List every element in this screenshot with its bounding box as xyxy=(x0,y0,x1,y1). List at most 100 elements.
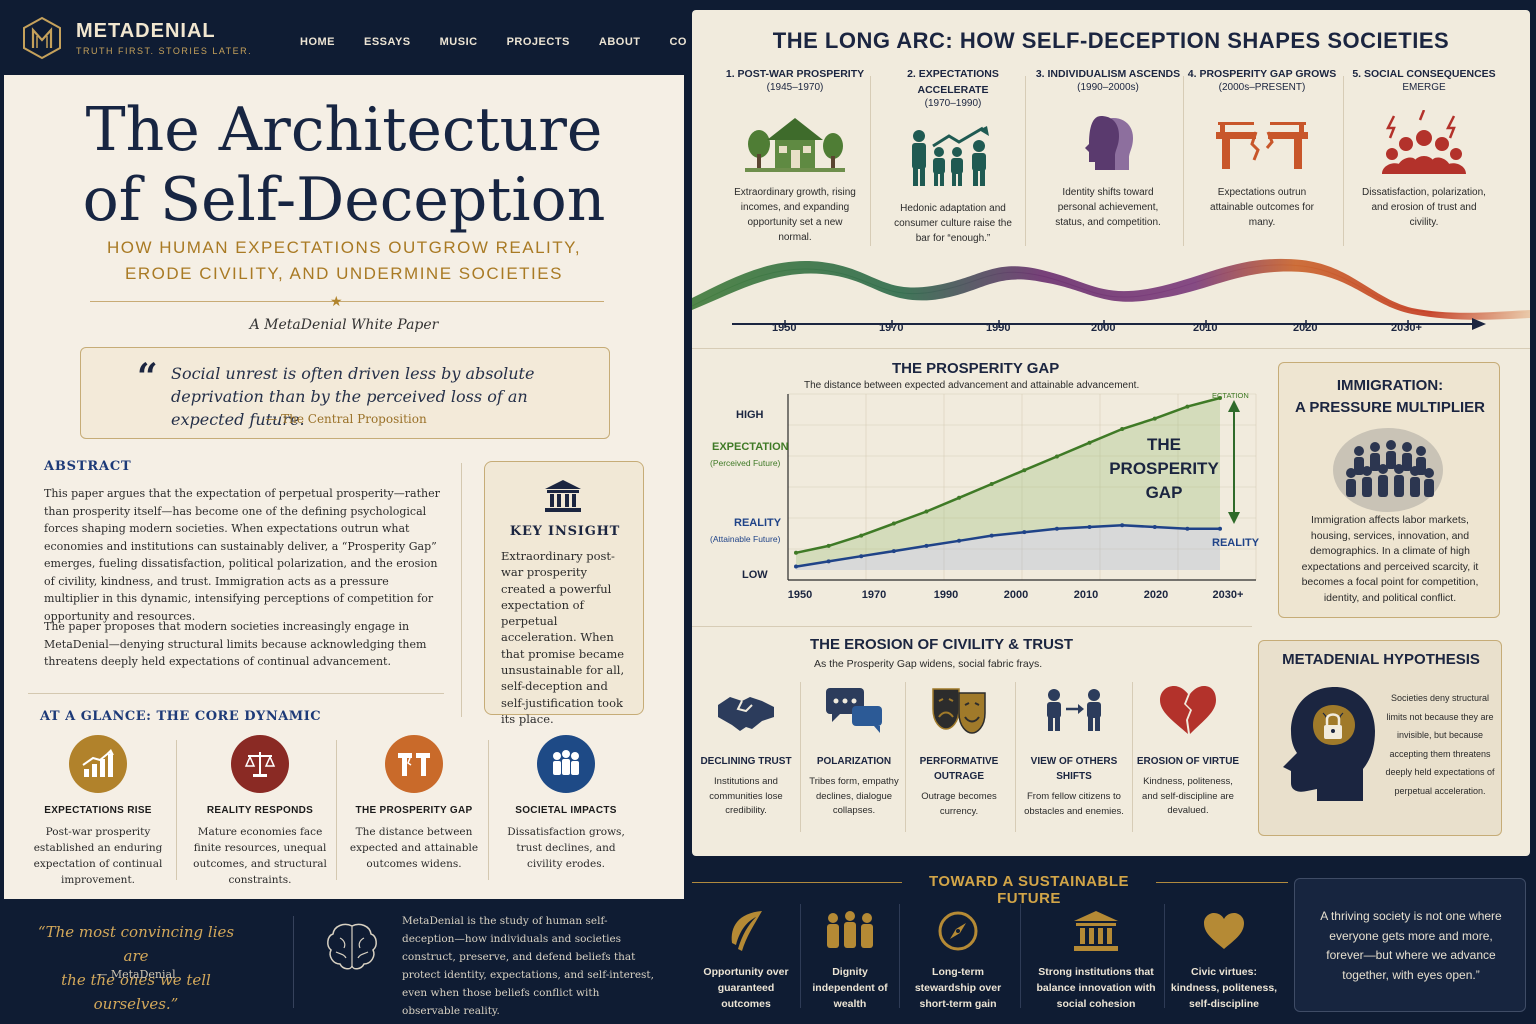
top-navigation: METADENIAL TRUTH FIRST. STORIES LATER. H… xyxy=(0,0,725,75)
prosperity-gap-chart: HIGH EXPECTATION (Perceived Future) REAL… xyxy=(710,391,1260,601)
civility-subtitle: As the Prosperity Gap widens, social fab… xyxy=(814,658,1043,670)
crowd-lightning-icon xyxy=(1346,107,1502,177)
nav-link-about[interactable]: ABOUT xyxy=(598,36,641,48)
civility-item-title: VIEW OF OTHERS SHIFTS xyxy=(1030,756,1118,782)
abstract-heading: ABSTRACT xyxy=(44,459,132,474)
key-insight-title: KEY INSIGHT xyxy=(509,524,621,539)
hypothesis-title: METADENIAL HYPOTHESIS xyxy=(1282,651,1480,668)
civility-item-declining-trust: DECLINING TRUST Institutions and communi… xyxy=(692,682,800,819)
nav-link-essays[interactable]: ESSAYS xyxy=(364,36,411,48)
stage-years: (2000s–PRESENT) xyxy=(1218,82,1306,93)
x-tick-label: 1970 xyxy=(862,589,886,601)
future-title: TOWARD A SUSTAINABLE FUTURE xyxy=(929,873,1129,907)
glance-body: Dissatisfaction grows, trust declines, a… xyxy=(507,826,625,870)
divider xyxy=(1156,882,1288,883)
timeline-year: 1970 xyxy=(879,322,904,334)
expectation-point xyxy=(1218,396,1222,400)
prosperity-gap-subtitle: The distance between expected advancemen… xyxy=(804,380,1140,391)
immigration-title: IMMIGRATION: A PRESSURE MULTIPLIER xyxy=(1279,375,1501,419)
divider xyxy=(870,76,871,246)
divider xyxy=(1020,904,1021,1008)
divider xyxy=(28,693,444,694)
expectation-point xyxy=(989,482,994,486)
reality-point xyxy=(924,543,929,548)
future-item-dignity: Dignity independent of wealth xyxy=(808,906,892,1012)
civility-item-body: Institutions and communities lose credib… xyxy=(709,776,783,816)
expectation-point xyxy=(1087,440,1092,445)
prosperity-gap-title: THE PROSPERITY GAP xyxy=(892,360,1060,377)
expectation-point xyxy=(1152,416,1157,421)
proposition-attribution: — The Central Proposition xyxy=(265,412,427,426)
reality-line xyxy=(795,524,1220,568)
reality-point xyxy=(1152,525,1157,529)
compass-icon xyxy=(904,906,1012,956)
expectation-point xyxy=(859,533,864,538)
gap-arrow-head-down xyxy=(1228,512,1240,524)
glance-title: SOCIETAL IMPACTS xyxy=(515,805,617,816)
gap-area xyxy=(796,398,1220,567)
timeline-year: 2010 xyxy=(1193,322,1218,334)
divider xyxy=(899,904,900,1008)
civility-item-title: EROSION OF VIRTUE xyxy=(1136,756,1240,767)
expectation-point xyxy=(1120,426,1125,431)
civility-item-title: PERFORMATIVE OUTRAGE xyxy=(919,756,999,782)
infographic-panel: THE LONG ARC: HOW SELF-DECEPTION SHAPES … xyxy=(692,10,1530,856)
divider xyxy=(90,301,604,302)
broken-heart-icon xyxy=(1134,682,1242,738)
future-item-opportunity: Opportunity over guaranteed outcomes xyxy=(696,906,796,1012)
handshake-icon xyxy=(692,682,800,738)
y-label-expectation: EXPECTATION xyxy=(712,441,789,453)
gap-label-line-3: GAP xyxy=(1146,483,1183,502)
civility-item-erosion-of-virtue: EROSION OF VIRTUE Kindness, politeness, … xyxy=(1134,682,1242,819)
glance-body: The distance between expected and attain… xyxy=(349,826,479,870)
y-label-reality: REALITY xyxy=(734,517,782,529)
reality-point xyxy=(1054,526,1059,531)
civility-item-body: Tribes form, empathy declines, dialogue … xyxy=(809,776,899,816)
stage-years: (1990–2000s) xyxy=(1077,82,1139,93)
divider xyxy=(1015,682,1016,832)
people-icon xyxy=(537,735,595,793)
divider xyxy=(692,882,902,883)
reality-point xyxy=(1120,523,1125,528)
stage-years: EMERGE xyxy=(1402,82,1446,93)
chart-grid xyxy=(787,393,1257,580)
future-item-label: Opportunity over guaranteed outcomes xyxy=(703,966,789,1010)
gap-arrow-head-up xyxy=(1228,400,1240,412)
reality-points xyxy=(794,523,1222,569)
glance-item-reality-responds: REALITY RESPONDS Mature economies face f… xyxy=(182,735,338,886)
stage-title: 2. EXPECTATIONS ACCELERATE xyxy=(907,68,999,96)
immigration-title-line-1: IMMIGRATION: xyxy=(1336,377,1444,394)
immigration-title-line-2: A PRESSURE MULTIPLIER xyxy=(1294,399,1485,416)
title-line-1: The Architecture xyxy=(85,95,603,165)
institution-icon xyxy=(1026,906,1166,956)
immigration-box: IMMIGRATION: A PRESSURE MULTIPLIER xyxy=(1278,362,1500,618)
quote-mark-icon: “ xyxy=(137,356,158,398)
metadenial-logo-icon[interactable] xyxy=(22,16,62,60)
reality-area xyxy=(796,525,1220,570)
gap-label-line-2: PROSPERITY xyxy=(1109,459,1219,478)
left-column: METADENIAL TRUTH FIRST. STORIES LATER. H… xyxy=(0,0,725,1024)
civility-item-title: POLARIZATION xyxy=(816,756,892,767)
nav-link-music[interactable]: MUSIC xyxy=(439,36,478,48)
x-tick-label: 2010 xyxy=(1074,589,1098,601)
footer-quote-attribution: — MetaDenial xyxy=(96,968,176,981)
stage-body: Extraordinary growth, rising incomes, an… xyxy=(734,187,856,243)
stage-post-war-prosperity: 1. POST-WAR PROSPERITY (1945–1970) Extra… xyxy=(717,66,873,245)
subtitle-line-2: ERODE CIVILITY, AND UNDERMINE SOCIETIES xyxy=(125,264,563,283)
nav-link-projects[interactable]: PROJECTS xyxy=(506,36,570,48)
reality-point xyxy=(891,549,896,554)
glance-item-expectations-rise: EXPECTATIONS RISE Post-war prosperity es… xyxy=(20,735,176,886)
brand-tagline: TRUTH FIRST. STORIES LATER. xyxy=(76,46,253,56)
stage-title: 4. PROSPERITY GAP GROWS xyxy=(1187,68,1337,80)
expectation-point xyxy=(924,509,929,514)
scales-icon xyxy=(231,735,289,793)
x-tick-labels: 1950 1970 1990 2000 2010 2020 2030+ xyxy=(788,589,1244,601)
glance-heading: AT A GLANCE: THE CORE DYNAMIC xyxy=(40,709,322,724)
brand-name[interactable]: METADENIAL xyxy=(76,20,216,42)
nav-link-home[interactable]: HOME xyxy=(300,36,335,48)
reality-point xyxy=(1087,525,1092,529)
metadenial-definition: MetaDenial is the study of human self-de… xyxy=(402,915,654,1017)
expectation-end-label: ECTATION xyxy=(1212,391,1249,400)
speech-bubbles-icon xyxy=(800,682,908,738)
stage-prosperity-gap-grows: 4. PROSPERITY GAP GROWS (2000s–PRESENT) … xyxy=(1184,66,1340,230)
